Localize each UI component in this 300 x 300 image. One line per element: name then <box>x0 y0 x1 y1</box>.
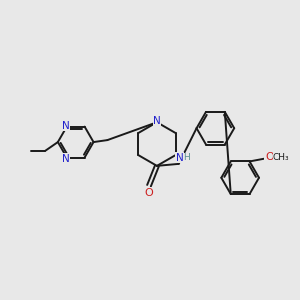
Text: N: N <box>62 121 70 130</box>
Text: O: O <box>145 188 153 198</box>
Text: N: N <box>62 154 70 164</box>
Text: H: H <box>183 153 190 162</box>
Text: O: O <box>265 152 274 163</box>
Text: N: N <box>153 116 161 126</box>
Text: N: N <box>176 153 184 163</box>
Text: CH₃: CH₃ <box>273 153 290 162</box>
